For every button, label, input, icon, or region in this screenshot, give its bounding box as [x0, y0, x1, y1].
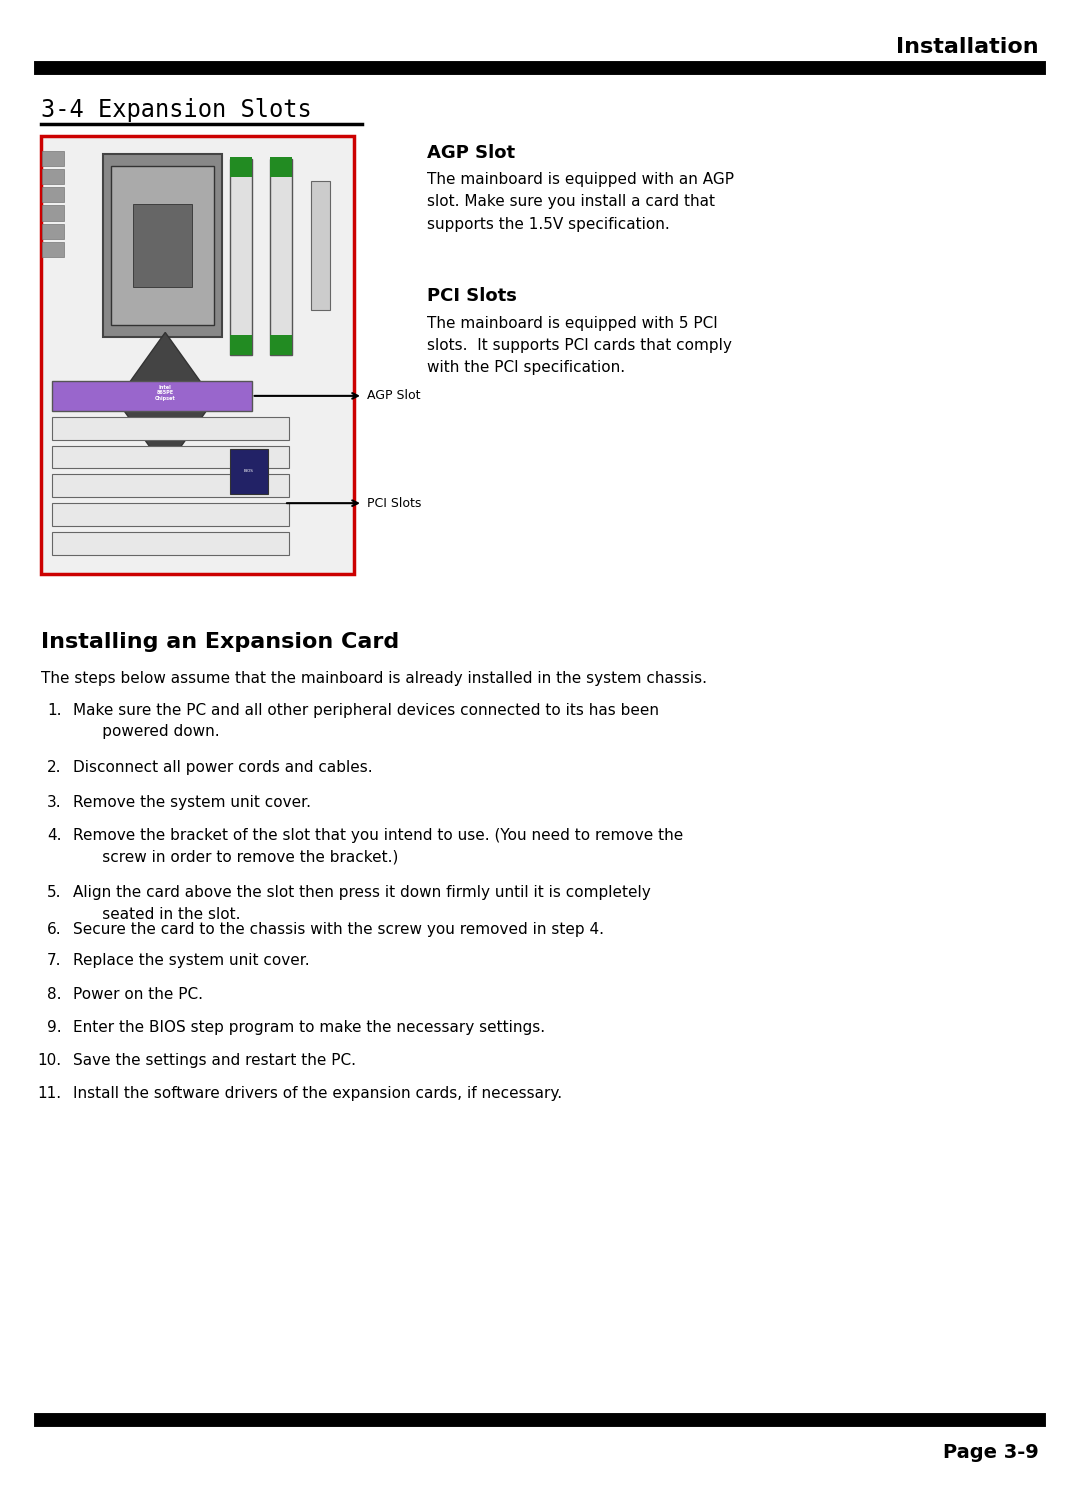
- Text: Installing an Expansion Card: Installing an Expansion Card: [41, 632, 400, 651]
- Text: 4.: 4.: [48, 828, 62, 843]
- Text: 8.: 8.: [48, 987, 62, 1002]
- Text: BIOS: BIOS: [244, 470, 254, 473]
- Text: Install the software drivers of the expansion cards, if necessary.: Install the software drivers of the expa…: [73, 1086, 563, 1102]
- Bar: [42, 224, 64, 239]
- Text: PCI Slots: PCI Slots: [367, 497, 421, 509]
- Text: Disconnect all power cords and cables.: Disconnect all power cords and cables.: [73, 760, 373, 775]
- Text: Intel
865PE
Chipset: Intel 865PE Chipset: [154, 385, 176, 400]
- Text: 1.: 1.: [48, 703, 62, 718]
- Bar: [52, 417, 289, 440]
- Text: 11.: 11.: [38, 1086, 62, 1102]
- Text: 5.: 5.: [48, 885, 62, 901]
- Text: Remove the system unit cover.: Remove the system unit cover.: [73, 795, 311, 810]
- Bar: [230, 449, 268, 494]
- Bar: [41, 136, 354, 574]
- Text: Remove the bracket of the slot that you intend to use. (You need to remove the
 : Remove the bracket of the slot that you …: [73, 828, 684, 864]
- Bar: [52, 381, 252, 411]
- Text: 6.: 6.: [46, 922, 62, 937]
- Text: AGP Slot: AGP Slot: [367, 390, 421, 402]
- Text: AGP Slot: AGP Slot: [427, 144, 515, 162]
- Bar: [230, 159, 252, 355]
- Bar: [270, 159, 292, 355]
- Bar: [270, 157, 292, 177]
- Text: 9.: 9.: [46, 1020, 62, 1035]
- Text: 2.: 2.: [48, 760, 62, 775]
- Bar: [52, 446, 289, 468]
- Text: Installation: Installation: [896, 38, 1039, 57]
- Bar: [52, 532, 289, 555]
- Bar: [103, 154, 222, 337]
- Text: Make sure the PC and all other peripheral devices connected to its has been
    : Make sure the PC and all other periphera…: [73, 703, 660, 739]
- Bar: [133, 204, 192, 287]
- Text: Enter the BIOS step program to make the necessary settings.: Enter the BIOS step program to make the …: [73, 1020, 545, 1035]
- Bar: [270, 335, 292, 355]
- Text: PCI Slots: PCI Slots: [427, 287, 516, 305]
- Text: The mainboard is equipped with an AGP
slot. Make sure you install a card that
su: The mainboard is equipped with an AGP sl…: [427, 172, 733, 231]
- Text: 10.: 10.: [38, 1053, 62, 1068]
- Bar: [111, 166, 214, 325]
- Text: Save the settings and restart the PC.: Save the settings and restart the PC.: [73, 1053, 356, 1068]
- Bar: [311, 181, 330, 310]
- Bar: [42, 242, 64, 257]
- Text: Align the card above the slot then press it down firmly until it is completely
 : Align the card above the slot then press…: [73, 885, 651, 922]
- Bar: [52, 503, 289, 526]
- Text: Secure the card to the chassis with the screw you removed in step 4.: Secure the card to the chassis with the …: [73, 922, 605, 937]
- Bar: [42, 169, 64, 184]
- Text: Replace the system unit cover.: Replace the system unit cover.: [73, 953, 310, 969]
- Text: Page 3-9: Page 3-9: [943, 1443, 1039, 1463]
- Text: 3.: 3.: [46, 795, 62, 810]
- Text: 7.: 7.: [48, 953, 62, 969]
- Text: Power on the PC.: Power on the PC.: [73, 987, 203, 1002]
- Bar: [42, 205, 64, 221]
- Bar: [230, 335, 252, 355]
- Bar: [52, 474, 289, 497]
- Text: The steps below assume that the mainboard is already installed in the system cha: The steps below assume that the mainboar…: [41, 671, 707, 686]
- Text: The mainboard is equipped with 5 PCI
slots.  It supports PCI cards that comply
w: The mainboard is equipped with 5 PCI slo…: [427, 316, 731, 375]
- Bar: [42, 187, 64, 202]
- Text: 3-4 Expansion Slots: 3-4 Expansion Slots: [41, 98, 312, 122]
- Bar: [42, 151, 64, 166]
- Bar: [230, 157, 252, 177]
